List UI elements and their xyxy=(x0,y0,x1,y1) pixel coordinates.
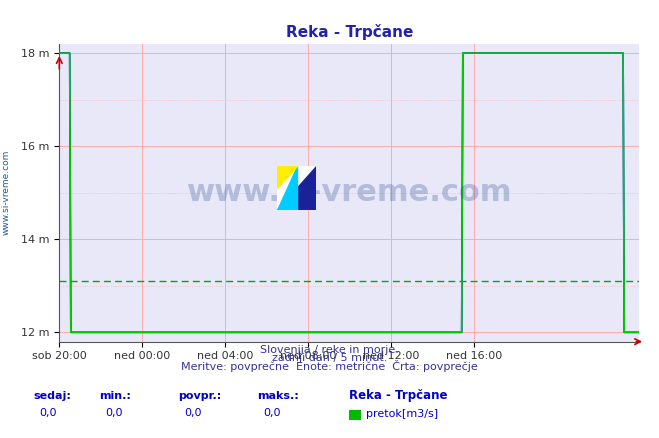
Polygon shape xyxy=(277,166,316,210)
Text: 0,0: 0,0 xyxy=(264,408,281,418)
Polygon shape xyxy=(277,166,297,188)
Text: min.:: min.: xyxy=(99,391,130,401)
Text: Slovenija / reke in morje.: Slovenija / reke in morje. xyxy=(260,345,399,355)
Text: 0,0: 0,0 xyxy=(185,408,202,418)
Text: www.si-vreme.com: www.si-vreme.com xyxy=(2,150,11,235)
Polygon shape xyxy=(277,166,297,210)
Text: maks.:: maks.: xyxy=(257,391,299,401)
Text: sedaj:: sedaj: xyxy=(33,391,71,401)
Text: 0,0: 0,0 xyxy=(105,408,123,418)
Title: Reka - Trpčane: Reka - Trpčane xyxy=(285,24,413,40)
Text: pretok[m3/s]: pretok[m3/s] xyxy=(366,409,438,419)
Text: 0,0: 0,0 xyxy=(40,408,57,418)
Text: zadnji dan / 5 minut.: zadnji dan / 5 minut. xyxy=(272,353,387,364)
Text: Reka - Trpčane: Reka - Trpčane xyxy=(349,389,447,402)
Text: povpr.:: povpr.: xyxy=(178,391,221,401)
Text: www.si-vreme.com: www.si-vreme.com xyxy=(186,178,512,207)
Text: Meritve: povprečne  Enote: metrične  Črta: povprečje: Meritve: povprečne Enote: metrične Črta:… xyxy=(181,360,478,372)
